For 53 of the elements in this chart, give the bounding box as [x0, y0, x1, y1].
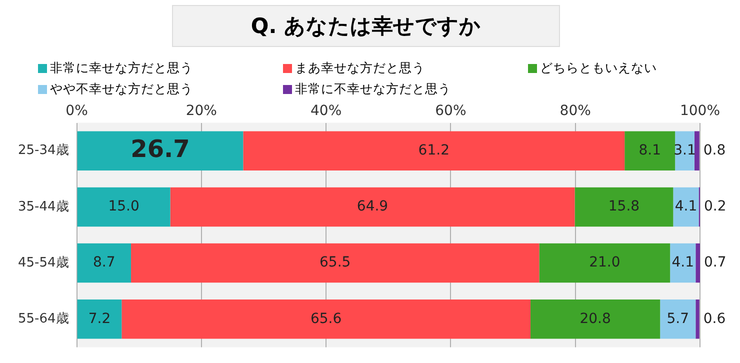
data-label: 65.5	[320, 254, 351, 271]
legend-label: やや不幸せな方だと思う	[49, 81, 194, 98]
data-label: 20.8	[580, 310, 611, 327]
data-label: 0.7	[704, 254, 726, 271]
data-label: 15.0	[108, 198, 140, 215]
bar	[660, 300, 696, 339]
data-label: 26.7	[130, 135, 190, 164]
x-tick-label: 20%	[186, 103, 217, 120]
x-tick-label: 80%	[560, 103, 591, 120]
legend-label: 非常に幸せな方だと思う	[49, 60, 194, 77]
bar	[130, 243, 540, 283]
bar	[122, 300, 530, 339]
y-tick-label: 55-64歳	[18, 312, 69, 327]
bar	[243, 131, 625, 170]
data-label: 0.6	[703, 310, 726, 327]
data-label: 64.9	[356, 198, 388, 215]
data-label: 8.1	[638, 142, 661, 158]
bar	[673, 187, 699, 227]
bar	[696, 300, 700, 339]
bar	[530, 300, 660, 339]
data-label: 5.7	[666, 310, 690, 327]
data-label: 0.8	[703, 142, 726, 158]
data-label: 15.8	[608, 198, 640, 215]
data-label: 21.0	[589, 254, 620, 271]
data-label: 4.1	[672, 254, 694, 271]
y-tick-label: 25-34歳	[18, 143, 69, 158]
bar	[77, 187, 170, 227]
x-tick-label: 40%	[310, 103, 342, 120]
data-label: 7.2	[88, 310, 111, 327]
x-tick-label: 100%	[680, 103, 720, 120]
legend-label: どちらともいえない	[539, 60, 658, 77]
chart-title: Q. あなたは幸せですか	[172, 5, 560, 47]
legend-label: 非常に不幸せな方だと思う	[294, 81, 452, 98]
legend-label: まあ幸せな方だと思う	[294, 60, 426, 77]
bar	[77, 243, 131, 283]
y-tick-label: 35-44歳	[18, 199, 69, 214]
bar	[696, 243, 700, 283]
data-label: 0.2	[704, 198, 726, 215]
data-label: 4.1	[674, 198, 698, 215]
data-label: 65.6	[310, 310, 342, 327]
y-tick-label: 45-54歳	[18, 255, 69, 270]
bar	[624, 131, 676, 170]
bar	[77, 300, 122, 339]
bar	[670, 243, 696, 283]
bar	[539, 243, 670, 283]
bar	[694, 131, 700, 170]
x-tick-label: 0%	[66, 103, 88, 120]
data-label: 8.7	[93, 254, 116, 271]
bar	[77, 131, 244, 170]
bar	[574, 187, 674, 227]
data-label: 61.2	[418, 142, 450, 158]
x-tick-label: 60%	[435, 103, 466, 120]
bar	[170, 187, 575, 227]
